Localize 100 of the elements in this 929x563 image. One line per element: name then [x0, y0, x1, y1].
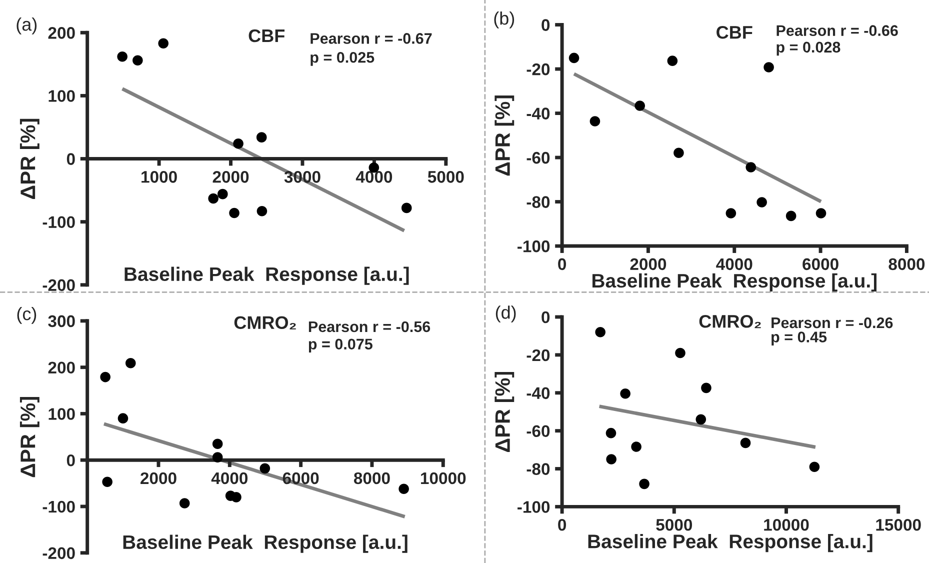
x-tick-label: 5000 — [656, 518, 692, 531]
y-tick-label: -40 — [526, 387, 550, 400]
annotation: Pearson r = -0.66 — [776, 25, 898, 36]
point — [606, 428, 616, 438]
text: (a) — [16, 18, 37, 34]
text: (d) — [496, 306, 516, 322]
x-tick-label: 10000 — [421, 472, 466, 484]
y-tick-label: -60 — [526, 152, 550, 164]
x-axis-title: Baseline Peak Response [a.u.] — [588, 534, 872, 552]
annotation: p = 0.075 — [308, 338, 372, 353]
y-tick-label: 0 — [66, 454, 75, 466]
x-tick-label: 6000 — [282, 472, 319, 484]
x-tick-label: 4000 — [211, 472, 248, 484]
x-tick-label: 6000 — [802, 258, 838, 270]
x-axis-title: Baseline Peak Response [a.u.] — [123, 534, 408, 553]
y-tick-label: -40 — [526, 108, 550, 120]
y-tick-label: -100 — [518, 240, 550, 252]
y-axis-title: ΔPR [%] — [494, 372, 514, 452]
point — [667, 56, 678, 66]
y-tick-label: 0 — [542, 311, 550, 324]
y-tick-label: -100 — [42, 500, 75, 513]
point — [634, 100, 645, 111]
point — [606, 454, 616, 464]
point — [631, 442, 642, 452]
point — [179, 498, 190, 508]
x-tick-label: 2000 — [212, 171, 249, 183]
y-tick-label: 0 — [542, 19, 550, 31]
point — [218, 188, 228, 200]
x-tick-label: 2000 — [630, 258, 666, 270]
y-tick-label: -80 — [526, 463, 550, 475]
point — [786, 210, 796, 222]
point — [696, 414, 706, 425]
y-tick-label: 200 — [48, 362, 75, 374]
x-axis-title: Baseline Peak Response [a.u.] — [592, 273, 876, 292]
y-tick-label: -60 — [526, 425, 550, 438]
point — [125, 358, 136, 368]
y-tick-label: 0 — [66, 153, 75, 165]
point — [595, 326, 606, 338]
point — [764, 62, 774, 72]
x-tick-label: 5000 — [428, 171, 464, 183]
point — [212, 438, 223, 449]
point — [158, 38, 168, 49]
point — [212, 452, 223, 462]
x-tick-label: 1000 — [142, 171, 177, 183]
annotation: p = 0.025 — [310, 52, 374, 66]
point — [260, 463, 270, 474]
point — [229, 208, 240, 218]
annotation: Pearson r = -0.26 — [772, 317, 893, 328]
point — [256, 132, 267, 142]
point — [208, 193, 218, 204]
y-tick-label: 200 — [48, 27, 75, 39]
point — [756, 197, 767, 208]
text: (b) — [494, 11, 514, 28]
y-tick-label: -200 — [42, 279, 75, 292]
point — [100, 372, 110, 382]
y-tick-label: 300 — [48, 315, 75, 328]
point — [746, 162, 756, 172]
x-tick-label: 8000 — [888, 258, 925, 270]
point — [816, 208, 826, 218]
x-tick-label: 2000 — [140, 472, 176, 484]
point — [233, 138, 244, 149]
annotation: Pearson r = -0.56 — [308, 321, 430, 332]
point — [398, 484, 409, 494]
y-tick-label: -100 — [42, 216, 75, 228]
x-tick-label: 4000 — [356, 171, 392, 183]
y-axis-title: ΔPR [%] — [20, 397, 40, 478]
point — [118, 413, 128, 424]
chart-title: CBF — [248, 29, 285, 42]
annotation: Pearson r = -0.67 — [310, 33, 432, 44]
point — [701, 382, 712, 394]
annotation: p = 0.45 — [772, 332, 827, 346]
chart-title: CMRO₂ — [234, 316, 296, 330]
y-tick-label: -20 — [526, 63, 550, 76]
x-axis-title: Baseline Peak Response [a.u.] — [124, 266, 409, 285]
text: (c) — [17, 306, 36, 324]
y-tick-label: 100 — [48, 408, 75, 420]
point — [231, 492, 242, 502]
x-tick-label: 10000 — [764, 518, 809, 531]
point — [102, 476, 112, 488]
point — [568, 52, 580, 64]
x-tick-label: 8000 — [354, 472, 390, 484]
x-tick-label: 0 — [558, 518, 566, 531]
annotation: p = 0.028 — [776, 42, 840, 56]
point — [639, 478, 650, 490]
point — [117, 51, 128, 62]
point — [256, 206, 268, 216]
y-axis-title: ΔPR [%] — [20, 118, 40, 199]
point — [726, 208, 736, 218]
y-axis-title: ΔPR [%] — [494, 96, 514, 176]
point — [132, 55, 143, 66]
point — [620, 388, 630, 399]
point — [401, 202, 412, 214]
point — [740, 438, 751, 448]
y-tick-label: 100 — [48, 90, 75, 102]
chart-title: CMRO₂ — [699, 315, 761, 328]
y-tick-label: -20 — [526, 349, 550, 362]
y-tick-label: -100 — [518, 501, 550, 513]
point — [809, 462, 820, 472]
x-tick-label: 4000 — [716, 258, 752, 270]
x-tick-label: 15000 — [876, 518, 921, 531]
